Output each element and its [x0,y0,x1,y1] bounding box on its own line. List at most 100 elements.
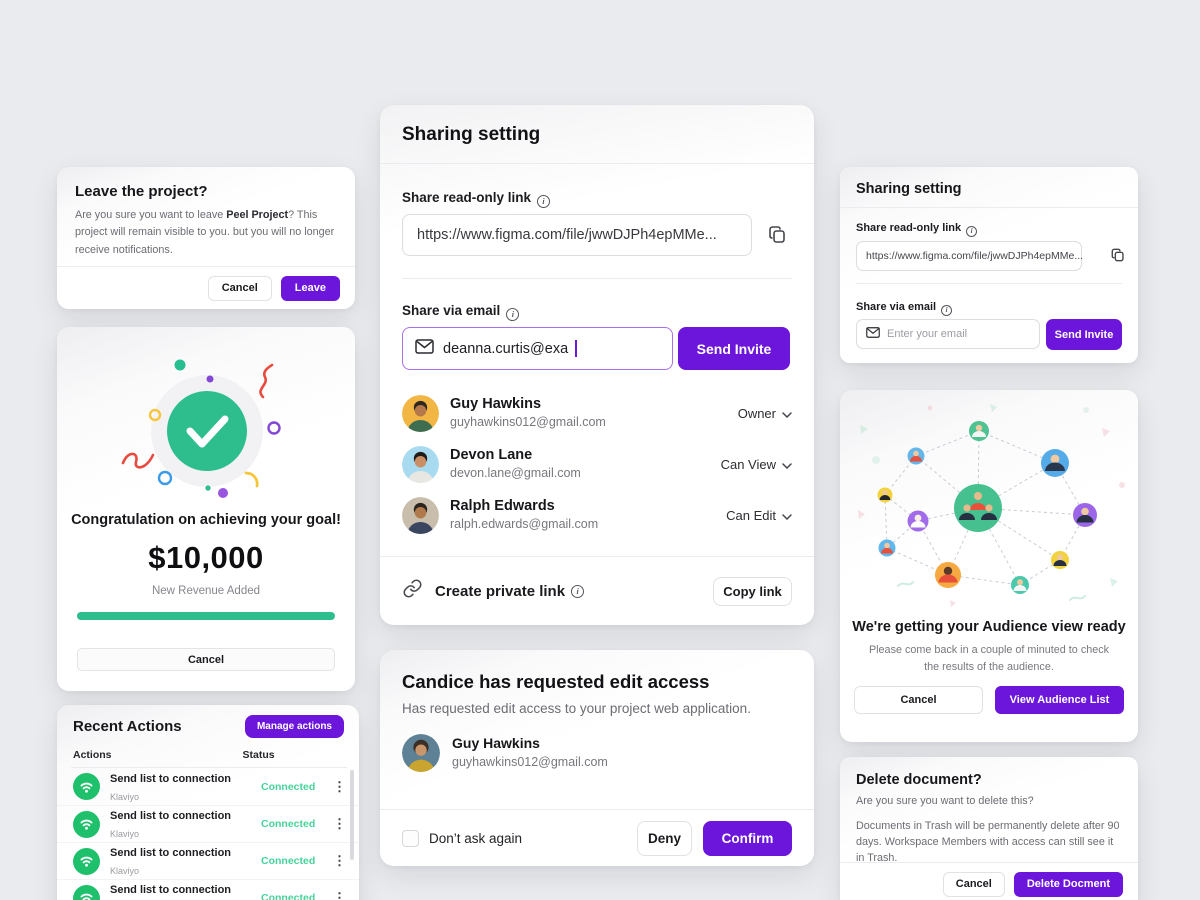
connection-icon [73,884,100,900]
info-icon: i [506,308,520,321]
create-private-link[interactable]: Create private link [435,582,566,600]
status-badge: Connected [261,892,316,900]
audience-ready-card: We're getting your Audience view ready P… [840,390,1138,742]
action-label: Send list to connection [110,772,232,785]
info-icon: i [941,304,953,316]
delete-note: Documents in Trash will be permanently d… [856,820,1120,865]
cancel-button[interactable]: Cancel [854,686,983,714]
delete-question: Are you sure you want to delete this? [856,795,1034,807]
copy-icon[interactable] [767,224,788,250]
modal-title: Sharing setting [402,124,541,145]
goal-title: Congratulation on achieving your goal! [71,512,341,528]
goal-cancel-button[interactable]: Cancel [77,648,335,671]
cancel-button[interactable]: Cancel [207,275,272,301]
action-source: Klaviyo [110,829,140,839]
action-label: Send list to connection [110,847,232,859]
connection-icon [73,773,100,800]
send-invite-button[interactable]: Send Invite [1046,319,1122,350]
divider [840,862,1138,863]
action-source: Klaviyo [110,866,140,876]
list-item: Devon Lane devon.lane@gmail.com Can View [402,442,792,486]
row-menu-icon[interactable]: ⋮ [333,890,346,900]
member-email: guyhawkins012@gmail.com [450,415,606,429]
divider [402,278,792,279]
mail-icon [415,339,434,358]
action-source: Klaviyo [110,791,140,802]
table-header: Actions Status [73,749,343,761]
chevron-down-icon [782,406,792,421]
email-input-value: deanna.curtis@exa [443,340,569,357]
progress-bar [77,612,335,620]
delete-footer: Cancel Delete Docment [840,863,1138,900]
member-email: devon.lane@gmail.com [450,466,581,480]
confirm-button[interactable]: Confirm [703,820,792,856]
share-email-label: Share via email i [856,301,953,316]
copy-link-button[interactable]: Copy link [713,576,792,606]
leave-button[interactable]: Leave [280,275,340,301]
role-dropdown[interactable]: Owner [738,406,792,421]
sharing-settings-card-compact: Sharing setting Share read-only link i ht… [840,167,1138,363]
action-label: Send list to connection [110,884,232,896]
email-input[interactable]: deanna.curtis@exa [402,327,673,370]
column-actions: Actions [73,749,112,761]
delete-document-button[interactable]: Delete Docment [1013,871,1123,897]
divider [71,767,347,768]
requester-row: Guy Hawkins guyhawkins012@gmail.com [380,716,814,772]
modal-footer: Create private link i Copy link [380,557,814,625]
audience-body: Please come back in a couple of minuted … [868,644,1110,673]
manage-actions-button[interactable]: Manage actions [244,715,344,738]
progress-bar-fill [77,612,335,620]
edit-access-request-modal: Candice has requested edit access Has re… [380,650,814,866]
status-badge: Connected [261,855,316,867]
avatar [402,734,440,772]
delete-document-modal: Delete document? Are you sure you want t… [840,757,1138,900]
goal-caption: New Revenue Added [151,585,261,597]
row-menu-icon[interactable]: ⋮ [333,853,346,868]
table-row: Send list to connection Klaviyo Connected… [57,842,359,879]
card-title: Sharing setting [856,181,962,197]
deny-button[interactable]: Deny [637,820,692,856]
readonly-link-field[interactable]: https://www.figma.com/file/jwwDJPh4epMMe… [402,214,752,256]
connection-icon [73,847,100,875]
table-row: Send list to connection Klaviyo Connected… [57,768,359,805]
avatar [402,445,439,483]
view-audience-list-button[interactable]: View Audience List [995,686,1124,714]
dont-ask-checkbox[interactable] [402,829,419,847]
network-illustration [840,390,1138,615]
role-dropdown[interactable]: Can Edit [726,508,792,523]
request-footer: Don’t ask again Deny Confirm [380,809,814,866]
avatar [402,496,439,534]
request-subtitle: Has requested edit access to your projec… [402,701,751,716]
divider [380,163,814,164]
row-menu-icon[interactable]: ⋮ [333,816,346,831]
readonly-link-label: Share read-only link i [856,222,978,237]
email-input[interactable]: Enter your email [856,319,1040,349]
row-menu-icon[interactable]: ⋮ [333,778,346,794]
goal-achieved-card: Congratulation on achieving your goal! $… [57,327,355,691]
request-title: Candice has requested edit access [402,671,710,692]
status-badge: Connected [261,780,316,793]
delete-title: Delete document? [856,772,982,788]
readonly-link-label: Share read-only link i [402,190,551,208]
info-icon: i [571,584,585,598]
role-dropdown[interactable]: Can View [721,457,792,472]
recent-actions-card: Recent Actions Manage actions Actions St… [57,705,359,900]
cancel-button[interactable]: Cancel [942,871,1005,897]
readonly-link-field[interactable]: https://www.figma.com/file/jwwDJPh4epMMe… [856,241,1083,271]
requester-name: Guy Hawkins [452,735,540,751]
member-name: Guy Hawkins [450,396,542,412]
send-invite-button[interactable]: Send Invite [678,327,790,370]
leave-modal-body: Are you sure you want to leave Peel Proj… [75,209,335,256]
confetti-check-art [121,359,281,498]
scrollbar[interactable] [350,770,354,860]
member-name: Devon Lane [450,447,533,463]
info-icon: i [537,195,551,208]
requester-email: guyhawkins012@gmail.com [452,755,608,769]
copy-icon[interactable] [1110,247,1126,268]
audience-buttons: Cancel View Audience List [854,686,1124,714]
action-label: Send list to connection [110,810,232,822]
divider [856,283,1122,284]
